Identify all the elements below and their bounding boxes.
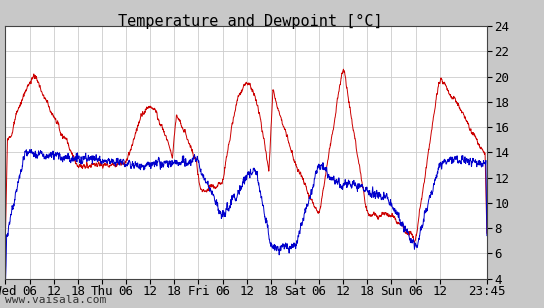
Text: Temperature and Dewpoint [°C]: Temperature and Dewpoint [°C] [118, 14, 382, 29]
Text: www.vaisala.com: www.vaisala.com [5, 295, 107, 305]
